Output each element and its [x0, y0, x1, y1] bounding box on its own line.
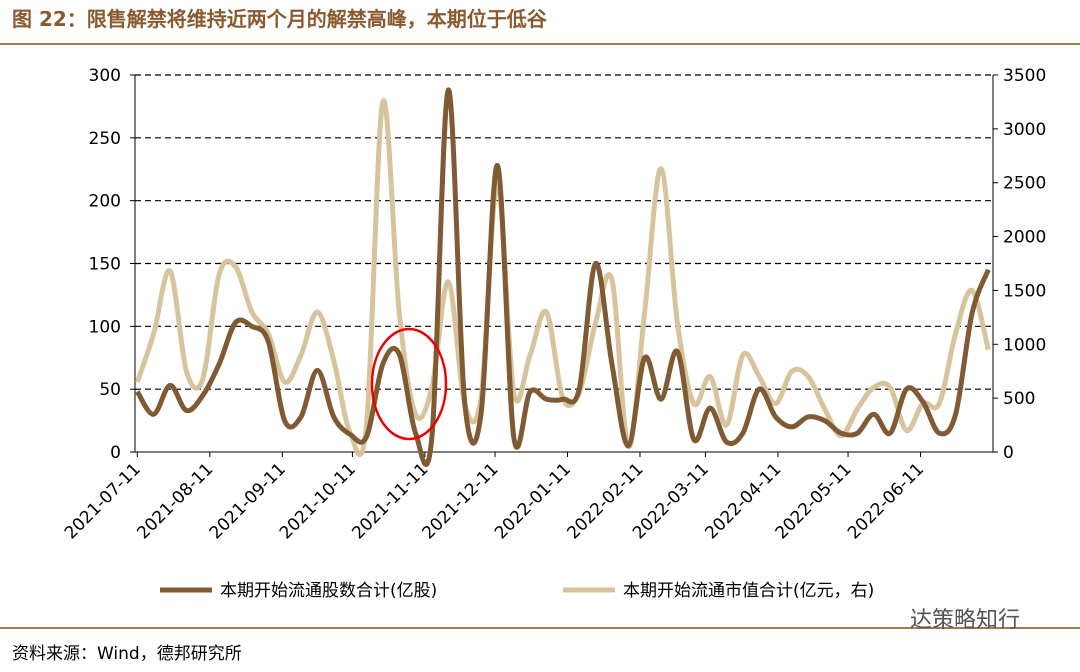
x-tick-label: 2022-01-11	[491, 459, 575, 543]
y-tick-label: 50	[99, 380, 121, 400]
y2-tick-label: 500	[1003, 389, 1035, 409]
y-tick-label: 0	[110, 443, 121, 463]
watermark: 达策略知行	[910, 608, 1020, 633]
legend-label: 本期开始流通股数合计(亿股)	[220, 581, 437, 601]
x-tick-label: 2021-12-11	[419, 459, 503, 543]
y2-tick-label: 3500	[1003, 66, 1046, 86]
y2-tick-label: 1500	[1003, 281, 1046, 301]
highlight-circle	[370, 327, 448, 441]
series-line	[135, 87, 991, 468]
y-tick-label: 250	[89, 129, 121, 149]
y-tick-label: 100	[89, 317, 121, 337]
y2-tick-label: 2500	[1003, 174, 1046, 194]
x-tick-label: 2022-05-11	[772, 459, 856, 543]
y2-tick-label: 0	[1003, 443, 1014, 463]
x-tick-label: 2022-06-11	[844, 459, 928, 543]
y-tick-label: 150	[89, 255, 121, 275]
legend-label: 本期开始流通市值合计(亿元，右)	[623, 581, 874, 601]
series-line	[134, 98, 991, 457]
source: 资料来源：Wind，德邦研究所	[12, 644, 242, 664]
x-tick-label: 2021-08-11	[133, 459, 217, 543]
y2-tick-label: 1000	[1003, 335, 1046, 355]
y2-tick-label: 2000	[1003, 228, 1046, 248]
x-tick-label: 2021-07-11	[61, 459, 145, 543]
y-tick-label: 300	[89, 66, 121, 86]
y-tick-label: 200	[89, 192, 121, 212]
chart-title: 图 22：限售解禁将维持近两个月的解禁高峰，本期位于低谷	[12, 7, 548, 31]
x-tick-label: 2021-10-11	[276, 459, 360, 543]
y2-tick-label: 3000	[1003, 120, 1046, 140]
